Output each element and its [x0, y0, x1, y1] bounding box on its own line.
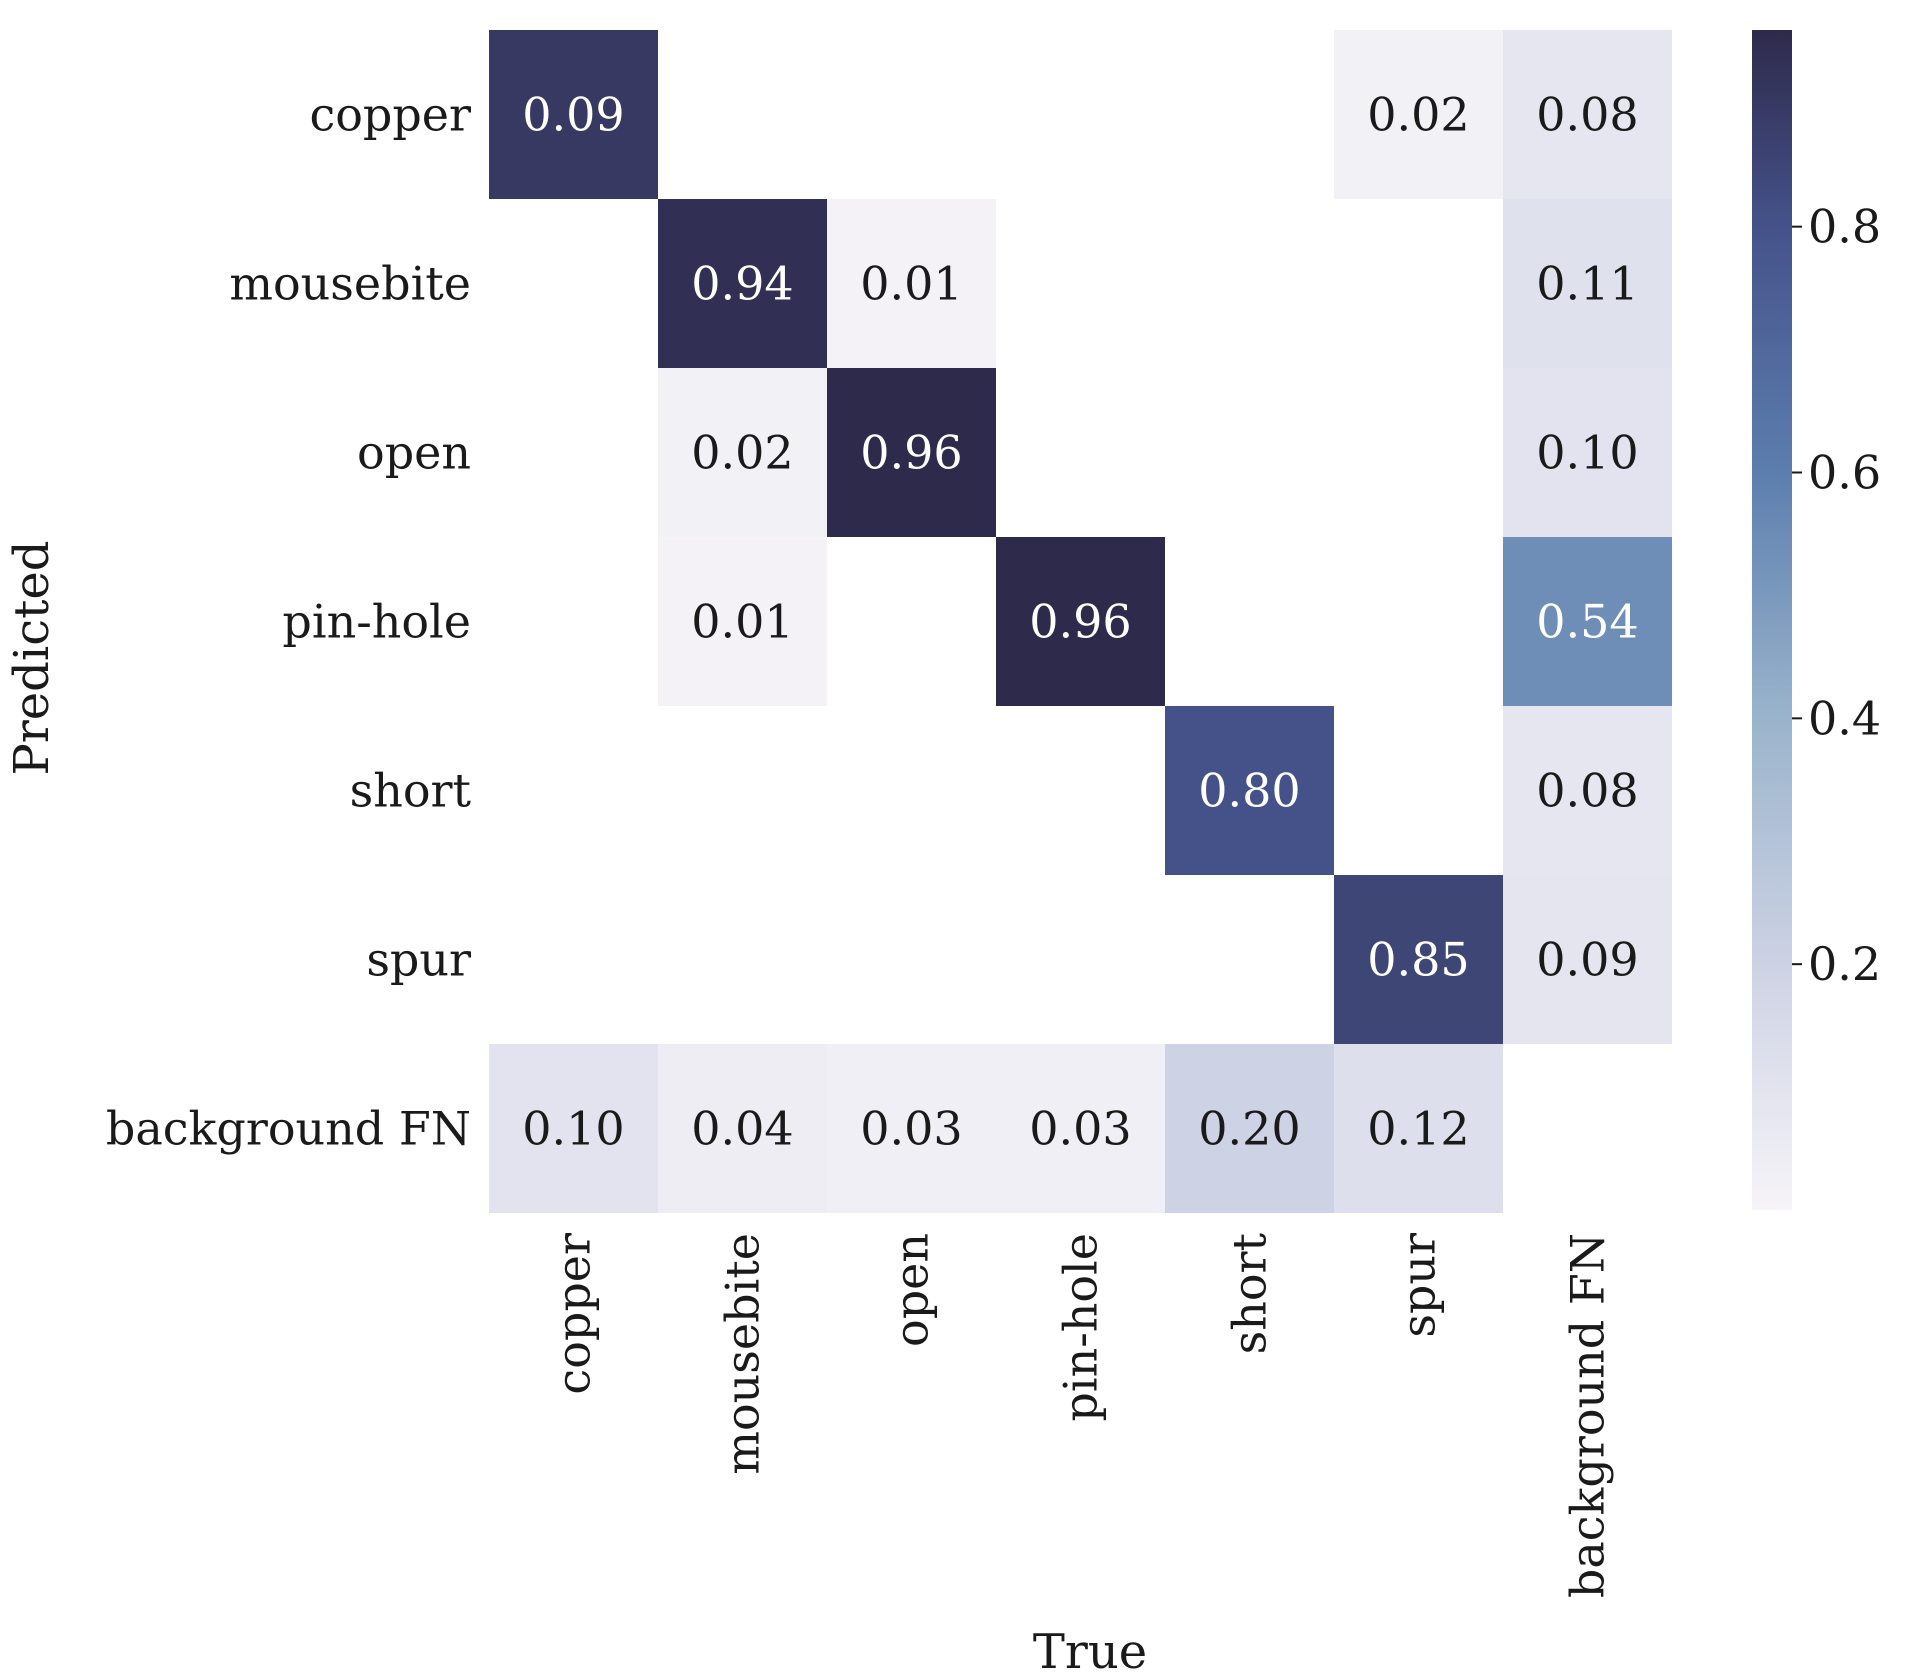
- colorbar-ticks: 0.8 0.6 0.4 0.2: [1792, 200, 1881, 991]
- heatmap-cell: [1503, 706, 1672, 875]
- y-tick-label: short: [350, 764, 472, 818]
- heatmap-cell: [658, 368, 827, 537]
- y-tick-label: spur: [366, 933, 471, 987]
- cell-value-label: 0.94: [691, 257, 793, 311]
- cell-value-label: 0.10: [1536, 426, 1638, 480]
- heatmap-cell: [658, 1044, 827, 1213]
- cell-value-label: 0.09: [522, 88, 624, 142]
- heatmap-cell: [1334, 875, 1503, 1044]
- y-tick-label: background FN: [106, 1102, 471, 1156]
- y-tick-label: pin-hole: [282, 595, 471, 649]
- heatmap-cell: [996, 1044, 1165, 1213]
- y-tick-label: open: [357, 426, 471, 480]
- heatmap-cell: [1165, 1044, 1334, 1213]
- cell-value-label: 0.08: [1536, 764, 1638, 818]
- heatmap-cell: [1334, 30, 1503, 199]
- cell-value-label: 0.11: [1536, 257, 1638, 311]
- heatmap-cell: [1503, 30, 1672, 199]
- x-tick-label: open: [885, 1233, 939, 1347]
- heatmap-cell: [1503, 875, 1672, 1044]
- heatmap-cell: [658, 537, 827, 706]
- x-tick-label: copper: [547, 1233, 601, 1395]
- heatmap-cell: [996, 537, 1165, 706]
- cell-value-label: 0.09: [1536, 933, 1638, 987]
- cell-value-label: 0.04: [691, 1102, 793, 1156]
- colorbar-tick-label: 0.4: [1808, 691, 1881, 745]
- heatmap-cell: [489, 1044, 658, 1213]
- heatmap-cell: [489, 30, 658, 199]
- colorbar-tick-label: 0.8: [1808, 200, 1881, 254]
- y-axis-title: Predicted: [4, 540, 60, 775]
- colorbar-tick-label: 0.2: [1808, 937, 1881, 991]
- heatmap-cell-labels: 0.09 0.02 0.08 0.94 0.01 0.11 0.02 0.96 0.10 0.01…: [522, 88, 1638, 1156]
- x-tick-label: background FN: [1561, 1233, 1615, 1598]
- heatmap-cell: [1165, 706, 1334, 875]
- cell-value-label: 0.01: [691, 595, 793, 649]
- cell-value-label: 0.80: [1198, 764, 1300, 818]
- heatmap-cell: [1334, 1044, 1503, 1213]
- cell-value-label: 0.85: [1367, 933, 1469, 987]
- heatmap-cell: [827, 368, 996, 537]
- x-tick-label: pin-hole: [1054, 1233, 1108, 1422]
- y-tick-labels: copper mousebite open pin-hole short spur back…: [106, 88, 472, 1156]
- y-tick-label: mousebite: [229, 257, 471, 311]
- heatmap-cell: [1503, 537, 1672, 706]
- cell-value-label: 0.12: [1367, 1102, 1469, 1156]
- cell-value-label: 0.03: [860, 1102, 962, 1156]
- y-tick-label: copper: [309, 88, 471, 142]
- cell-value-label: 0.08: [1536, 88, 1638, 142]
- cell-value-label: 0.54: [1536, 595, 1638, 649]
- colorbar-tick-label: 0.6: [1808, 446, 1881, 500]
- x-axis-title: True: [1033, 1624, 1147, 1677]
- cell-value-label: 0.02: [691, 426, 793, 480]
- x-tick-label: spur: [1392, 1233, 1446, 1338]
- colorbar: [1752, 30, 1792, 1210]
- cell-value-label: 0.03: [1029, 1102, 1131, 1156]
- cell-value-label: 0.96: [860, 426, 962, 480]
- heatmap-cells: [489, 30, 1672, 1213]
- cell-value-label: 0.96: [1029, 595, 1131, 649]
- heatmap-cell: [827, 1044, 996, 1213]
- cell-value-label: 0.02: [1367, 88, 1469, 142]
- x-tick-label: short: [1223, 1232, 1277, 1354]
- heatmap-cell: [1503, 199, 1672, 368]
- x-tick-label: mousebite: [716, 1233, 770, 1475]
- x-tick-labels: copper mousebite open pin-hole short spur back…: [547, 1232, 1615, 1598]
- heatmap-cell: [1503, 368, 1672, 537]
- heatmap-cell: [658, 199, 827, 368]
- heatmap-cell: [827, 199, 996, 368]
- cell-value-label: 0.01: [860, 257, 962, 311]
- cell-value-label: 0.20: [1198, 1102, 1300, 1156]
- cell-value-label: 0.10: [522, 1102, 624, 1156]
